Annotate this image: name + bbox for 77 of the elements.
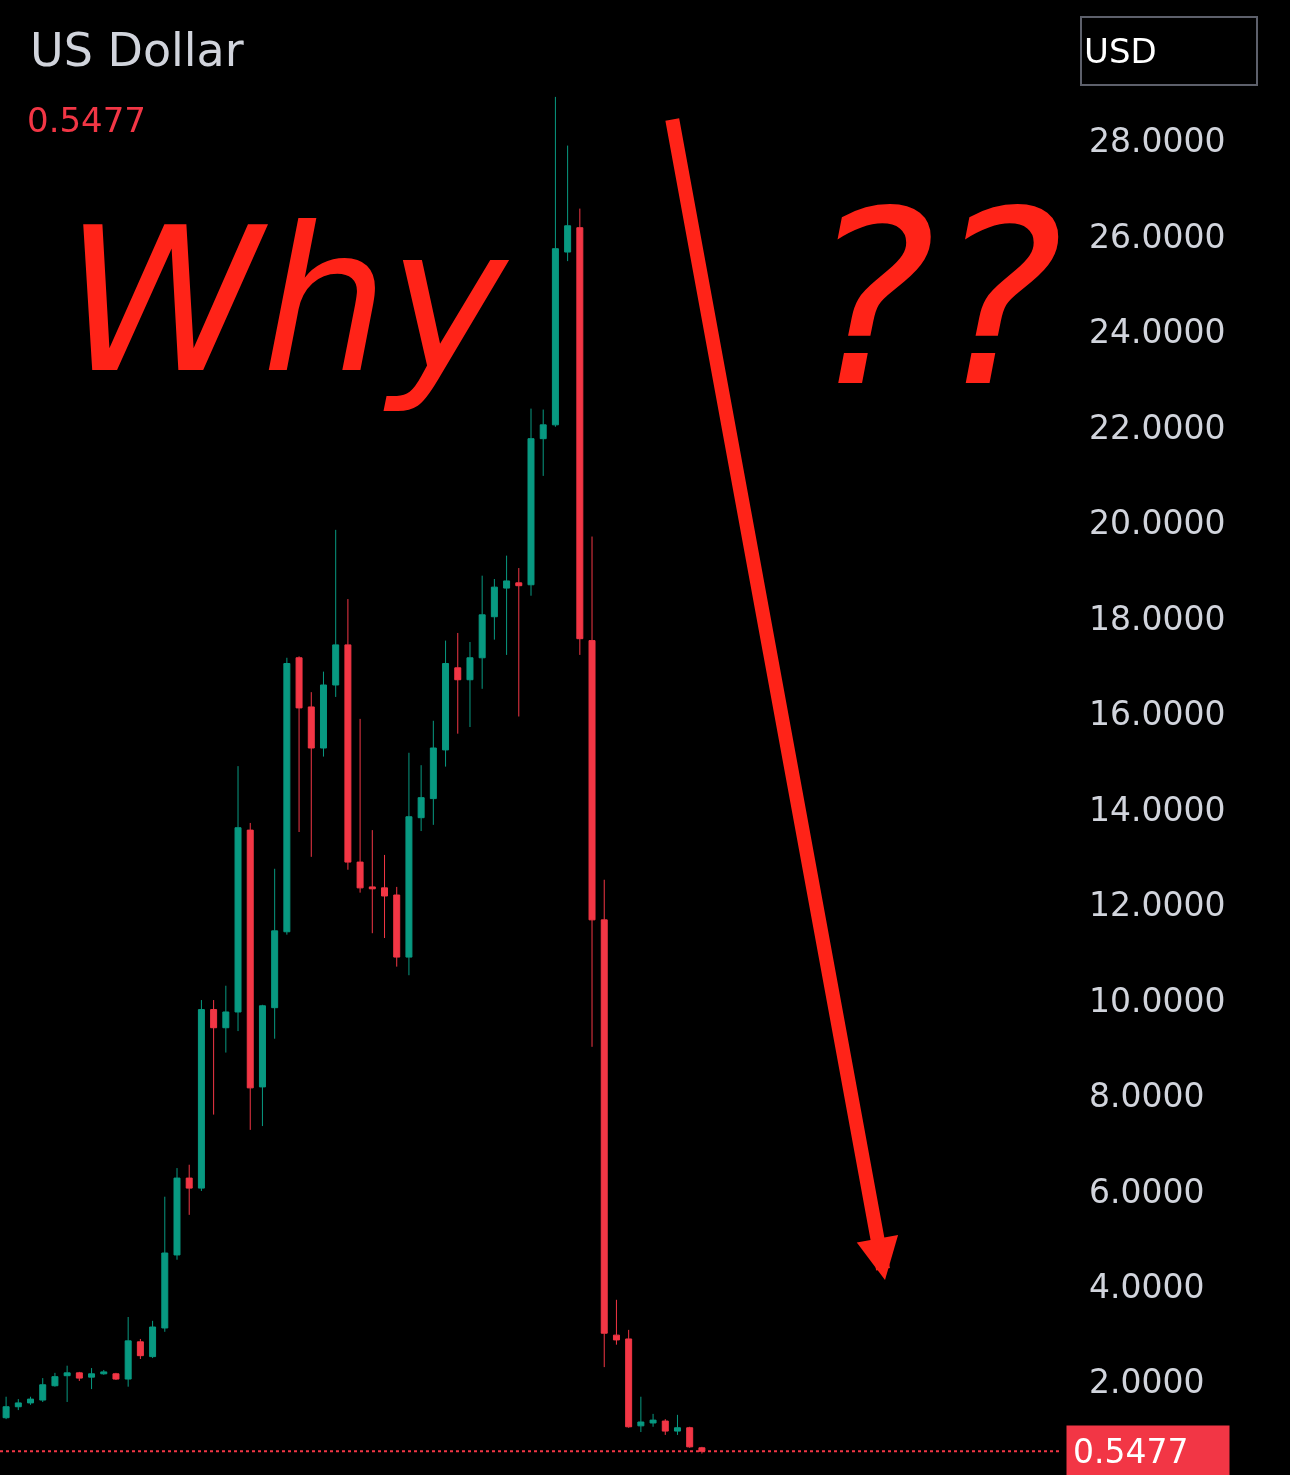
candlestick <box>673 1414 681 1436</box>
candlestick <box>136 1338 144 1360</box>
candlestick <box>527 408 535 597</box>
candlestick <box>51 1372 59 1388</box>
candlestick <box>161 1196 169 1333</box>
candlestick <box>258 1004 266 1127</box>
candlestick <box>539 409 547 477</box>
y-tick-label: 12.0000 <box>1089 885 1226 925</box>
candlestick <box>88 1367 96 1390</box>
candlestick <box>283 657 291 936</box>
candlestick <box>686 1426 694 1449</box>
candlestick <box>100 1369 108 1376</box>
candlestick <box>478 575 486 690</box>
candlestick <box>356 718 364 894</box>
y-tick-label: 14.0000 <box>1089 789 1226 829</box>
y-tick-label: 10.0000 <box>1089 980 1226 1020</box>
candlestick <box>295 655 303 833</box>
y-tick-label: 24.0000 <box>1089 312 1226 352</box>
candlestick <box>307 691 315 858</box>
candlestick <box>271 868 279 1040</box>
candlestick <box>503 555 511 656</box>
y-tick-label: 18.0000 <box>1089 598 1226 638</box>
candlestick <box>173 1167 181 1261</box>
candlestick <box>14 1398 22 1411</box>
candlestick <box>112 1372 120 1381</box>
candlestick <box>564 145 572 262</box>
candlestick <box>588 536 596 1048</box>
text: USD <box>1084 31 1157 71</box>
candlestick <box>490 578 498 641</box>
candlestick <box>551 96 559 428</box>
candlestick <box>661 1418 669 1436</box>
candlestick <box>612 1299 620 1346</box>
candlestick <box>222 985 230 1054</box>
candlestick <box>332 529 340 698</box>
candlestick <box>405 752 413 976</box>
y-tick-label: 28.0000 <box>1089 121 1226 161</box>
y-tick-label: 2.0000 <box>1089 1362 1205 1402</box>
annotation: 0.5477 <box>27 100 146 140</box>
candlestick <box>149 1320 157 1359</box>
candlestick <box>417 764 425 832</box>
candlestick <box>124 1316 132 1388</box>
candlestick <box>637 1396 645 1433</box>
y-tick-label: 22.0000 <box>1089 407 1226 447</box>
candlestick <box>75 1371 83 1382</box>
y-tick-label: 4.0000 <box>1089 1267 1205 1306</box>
candlestick <box>197 999 205 1192</box>
candlestick <box>515 567 523 717</box>
candlestick <box>429 720 437 826</box>
candlestick <box>2 1396 10 1420</box>
candlestick <box>466 641 474 728</box>
text: US Dollar <box>30 23 244 78</box>
candlestick <box>344 598 352 871</box>
candlestick <box>319 671 327 758</box>
annotation: Why <box>64 184 510 417</box>
candlestick <box>185 1164 193 1216</box>
y-tick-label: 20.0000 <box>1089 503 1226 543</box>
y-tick-label: 16.0000 <box>1089 694 1226 734</box>
annotation: ?? <box>808 160 1063 440</box>
candlestick <box>210 999 218 1116</box>
candlestick <box>454 632 462 735</box>
candlestick <box>368 829 376 934</box>
candlestick <box>63 1365 71 1403</box>
candlestick <box>381 854 389 939</box>
candlestick <box>39 1377 47 1403</box>
candlestick <box>442 640 450 768</box>
candlestick <box>649 1413 657 1428</box>
candlestick <box>27 1396 35 1406</box>
candlestick <box>576 208 584 656</box>
candlestick <box>600 879 608 1368</box>
y-tick-label: 26.0000 <box>1089 216 1226 256</box>
candlestick <box>234 765 242 1032</box>
candlestick <box>625 1329 633 1429</box>
y-tick-label: 6.0000 <box>1089 1171 1205 1211</box>
candlestick <box>246 822 254 1131</box>
candlestick <box>393 886 401 968</box>
y-tick-label: 8.0000 <box>1089 1076 1205 1116</box>
ref-line-label: 0.5477 <box>1073 1432 1189 1471</box>
